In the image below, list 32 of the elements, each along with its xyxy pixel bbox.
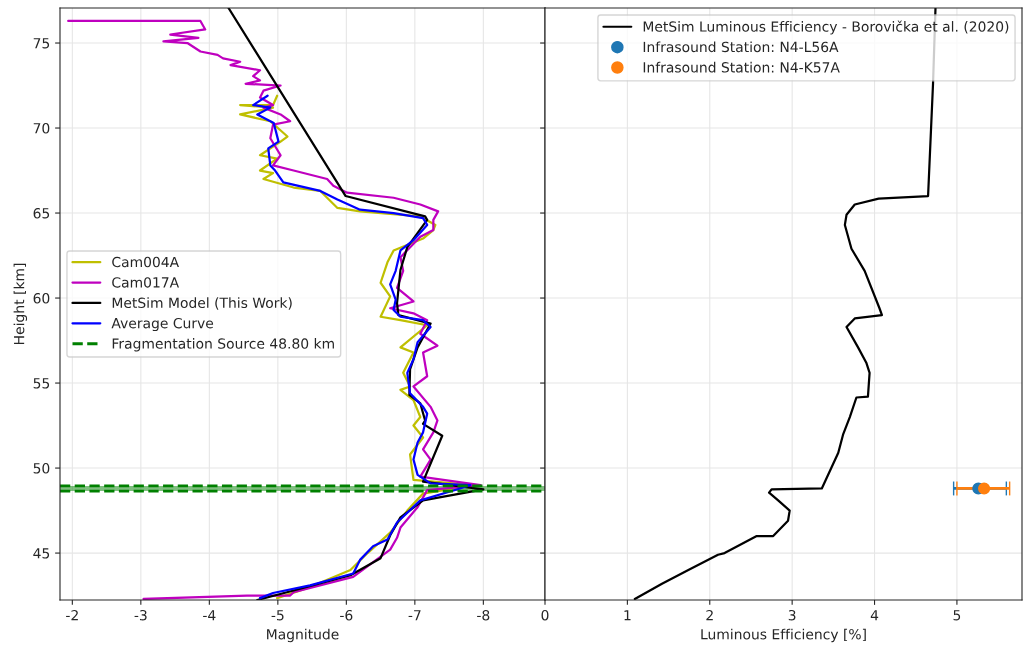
x-tick-label: -3 (134, 609, 147, 621)
y-tick-label: 60 (33, 293, 50, 304)
y-tick-label: 70 (33, 123, 50, 134)
x-tick-label: 2 (706, 609, 713, 621)
line-series (67, 19, 482, 600)
legend-label: Infrasound Station: N4-L56A (643, 41, 839, 53)
y-axis-title: Height [km] (13, 263, 28, 345)
x-tick-label: 0 (541, 609, 549, 621)
y-tick-label: 55 (33, 378, 50, 389)
y-tick-label: 65 (33, 208, 50, 219)
x-axis-title: Magnitude (267, 628, 339, 643)
x-tick-label: -2 (66, 609, 78, 621)
x-tick-label: -4 (203, 610, 216, 621)
y-tick-label: 75 (33, 38, 50, 49)
x-tick-label: 3 (788, 609, 796, 621)
x-tick-label: 4 (870, 610, 879, 621)
x-tick-label: -5 (271, 610, 284, 621)
legend-label: Cam017A (112, 277, 180, 288)
legend-label: MetSim Luminous Efficiency - Borovička et al. (2020) (643, 20, 1009, 35)
x-tick-label: 5 (953, 610, 961, 621)
legend-label: Infrasound Station: N4-K57A (643, 61, 840, 73)
x-tick-label: -8 (477, 609, 490, 621)
legend-label: MetSim Model (This Work) (112, 297, 292, 310)
x-axis-title: Luminous Efficiency [%] (701, 628, 866, 643)
y-tick-label: 45 (33, 548, 50, 559)
y-tick-label: 50 (33, 463, 50, 474)
x-tick-label: 1 (624, 610, 631, 621)
legend-label: Cam004A (112, 256, 180, 268)
legend-label: Fragmentation Source 48.80 km (112, 338, 334, 352)
x-tick-label: -6 (340, 609, 353, 621)
legend-label: Average Curve (111, 317, 214, 332)
x-tick-label: -7 (408, 610, 421, 621)
